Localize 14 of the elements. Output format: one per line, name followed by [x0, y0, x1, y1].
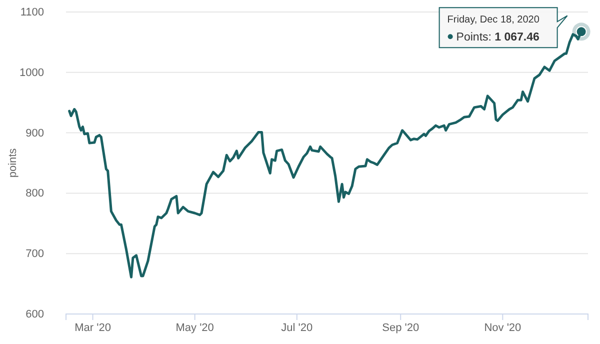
annotation: Friday, Dec 18, 2020	[447, 14, 540, 26]
y-axis-title: points	[7, 148, 19, 178]
x-tick-label: Nov '20	[484, 322, 522, 334]
y-tick-label: 1000	[20, 66, 44, 79]
x-tick-label: May '20	[176, 322, 214, 334]
annotation: Points: 1 067.46	[456, 32, 540, 44]
y-tick-label: 800	[26, 188, 44, 200]
x-tick-label: Sep '20	[382, 322, 420, 334]
x-tick-label: Mar '20	[74, 322, 111, 334]
x-tick-label: Jul '20	[281, 322, 313, 334]
y-tick-label: 700	[26, 248, 44, 260]
y-tick-label: 1100	[20, 6, 44, 19]
y-tick-label: 600	[26, 308, 44, 321]
y-tick-label: 900	[26, 127, 44, 140]
